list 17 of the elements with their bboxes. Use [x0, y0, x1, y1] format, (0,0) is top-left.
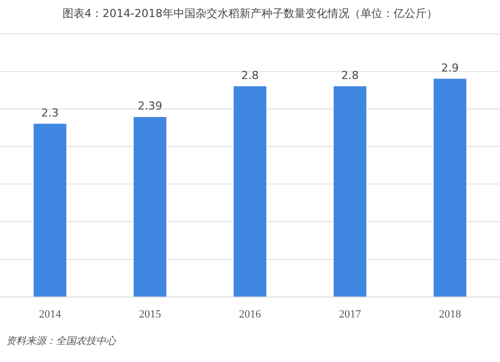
bar	[334, 86, 366, 297]
data-label: 2.39	[138, 100, 162, 113]
x-tick-label: 2014	[39, 308, 62, 320]
bar	[434, 78, 466, 297]
x-tick-label: 2015	[139, 308, 162, 320]
text: 资料来源：全国农技中心	[6, 334, 116, 348]
x-tick-label: 2018	[439, 308, 462, 320]
bar	[34, 124, 66, 297]
bar	[234, 86, 266, 297]
data-label: 2.8	[241, 68, 259, 82]
data-label: 2.3	[41, 106, 59, 120]
x-tick-label: 2017	[339, 308, 362, 320]
data-label: 2.9	[441, 61, 459, 74]
data-label: 2.8	[341, 68, 359, 82]
chart-title: 图表4：2014-2018年中国杂交水稻新产种子数量变化情况（单位：亿公斤）	[62, 6, 438, 21]
bar	[134, 117, 166, 297]
x-tick-label: 2016	[239, 308, 262, 320]
